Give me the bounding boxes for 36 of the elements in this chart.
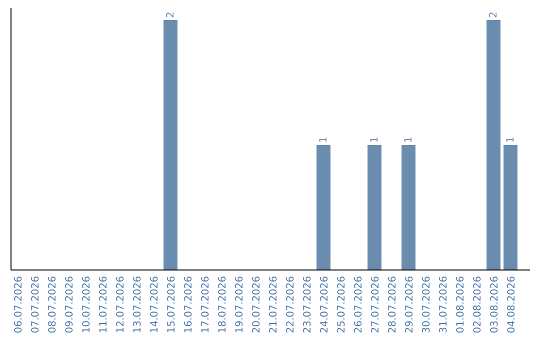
x-tick-label: 26.07.2026	[354, 276, 364, 334]
x-tick-label: 19.07.2026	[234, 276, 246, 334]
data-label: 2	[488, 12, 500, 18]
data-label: 1	[318, 136, 330, 143]
x-tick-label: 23.07.2026	[302, 276, 314, 334]
data-label: 2	[166, 12, 176, 18]
x-tick-label: 01.08.2026	[456, 276, 466, 334]
x-tick-label: 03.08.2026	[490, 276, 500, 334]
x-tick-label: 18.07.2026	[218, 276, 228, 334]
x-tick-label: 25.07.2026	[336, 276, 348, 334]
x-tick-label: 17.07.2026	[200, 276, 212, 334]
x-tick-label: 02.08.2026	[472, 276, 484, 334]
x-tick-label: 06.07.2026	[14, 276, 24, 334]
x-tick-label: 13.07.2026	[132, 276, 144, 334]
x-tick-label: 10.07.2026	[82, 276, 92, 334]
x-tick-label: 29.07.2026	[404, 276, 416, 334]
x-tick-label: 16.07.2026	[184, 276, 194, 334]
x-tick-label: 12.07.2026	[116, 276, 126, 334]
x-tick-label: 30.07.2026	[422, 276, 432, 334]
x-tick-label: 31.07.2026	[438, 276, 450, 334]
x-tick-label: 04.08.2026	[506, 276, 518, 334]
data-label: 1	[404, 136, 414, 143]
x-tick-label: 07.07.2026	[30, 276, 42, 334]
x-tick-label: 20.07.2026	[252, 276, 262, 334]
x-tick-label: 09.07.2026	[64, 276, 76, 334]
x-tick-label: 08.07.2026	[48, 276, 58, 334]
data-label: 1	[370, 136, 380, 143]
x-tick-label: 24.07.2026	[320, 276, 330, 334]
x-tick-label: 21.07.2026	[268, 276, 280, 334]
x-tick-label: 28.07.2026	[388, 276, 398, 334]
x-tick-label: 14.07.2026	[150, 276, 160, 334]
x-tick-label: 22.07.2026	[286, 276, 296, 334]
data-label: 1	[506, 136, 516, 143]
x-tick-label: 15.07.2026	[166, 276, 178, 334]
x-tick-label: 27.07.2026	[370, 276, 382, 334]
x-tick-label: 11.07.2026	[98, 276, 110, 334]
